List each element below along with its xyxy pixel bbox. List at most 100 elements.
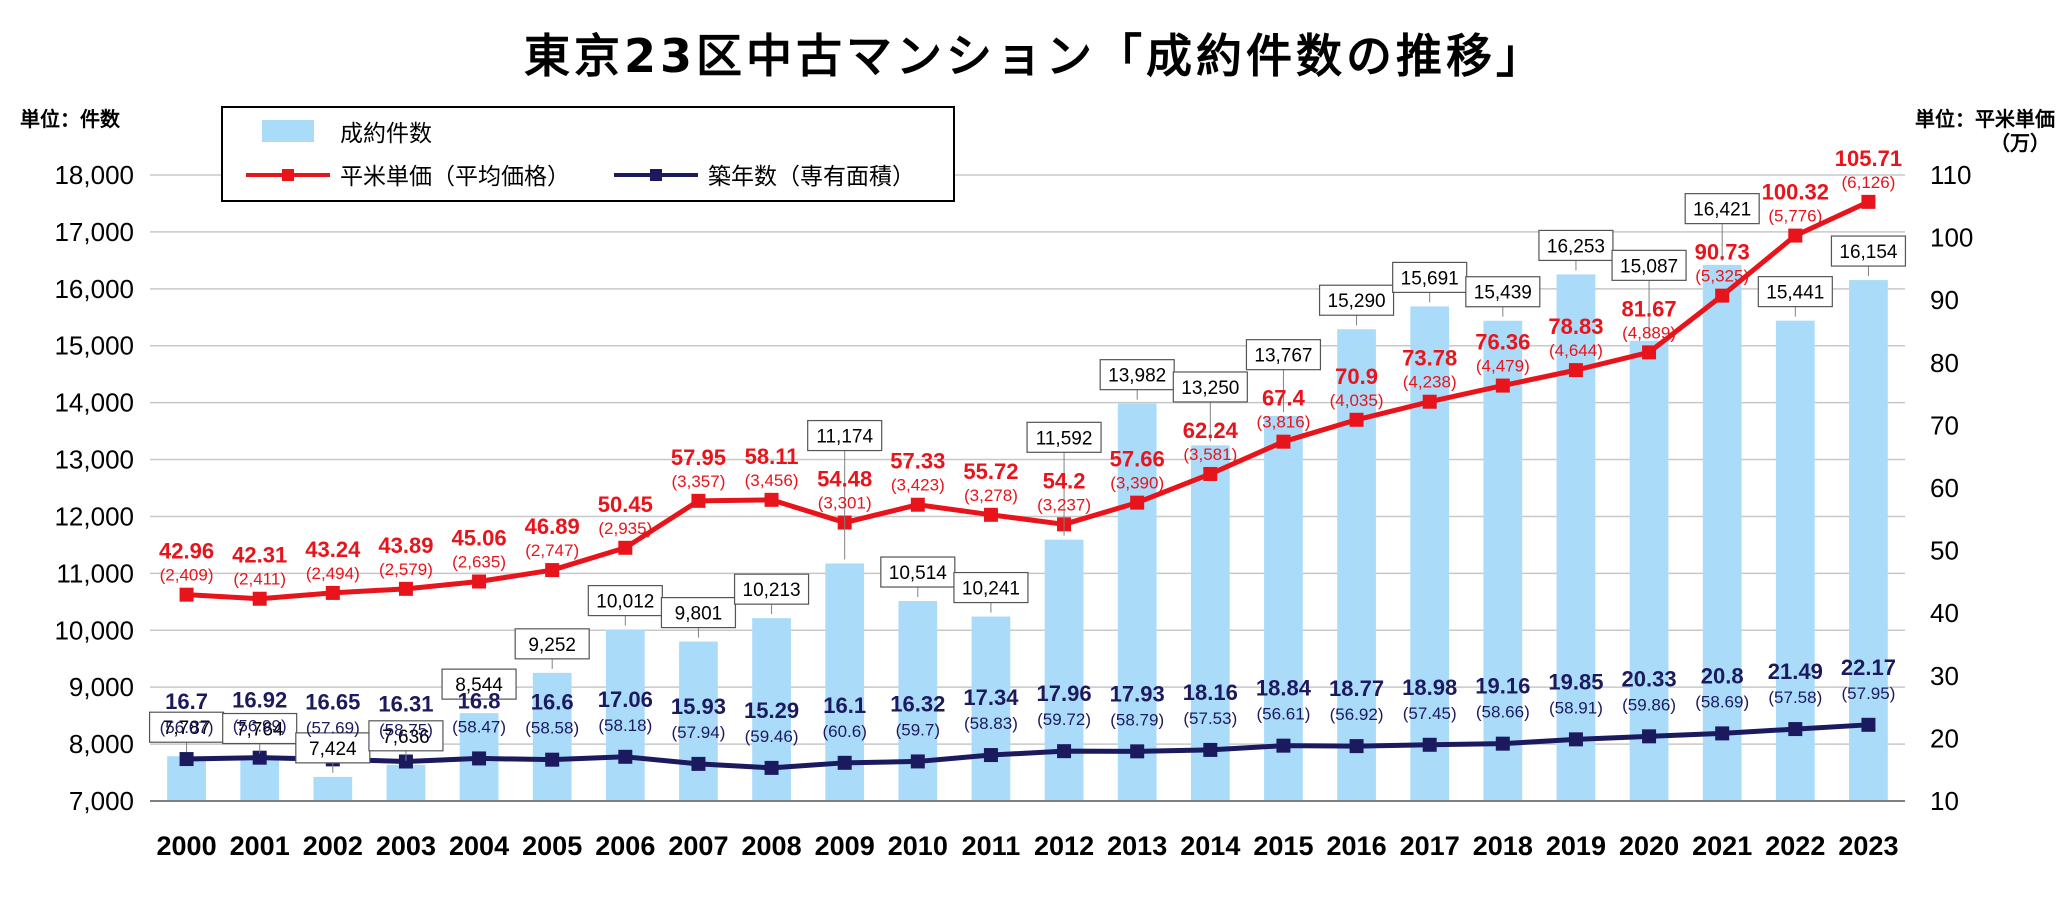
bar-label-box	[1465, 276, 1541, 308]
bar	[1775, 320, 1815, 801]
price-marker	[691, 493, 706, 508]
x-tick-label: 2006	[595, 831, 655, 861]
price-sub-label: (3,456)	[745, 471, 799, 490]
x-tick-label: 2008	[742, 831, 802, 861]
x-tick-label: 2015	[1253, 831, 1313, 861]
price-marker	[545, 563, 560, 578]
x-tick-label: 2017	[1400, 831, 1460, 861]
age-sub-label: (58.58)	[525, 719, 579, 738]
price-marker	[1861, 194, 1876, 209]
y-left-tick-label: 14,000	[54, 388, 134, 418]
price-value-label: 42.31	[232, 543, 287, 568]
bar-value-label: 15,691	[1401, 268, 1459, 289]
x-tick-label: 2005	[522, 831, 582, 861]
bar	[1044, 539, 1084, 801]
bar-label-box	[1245, 339, 1322, 371]
age-value-label: 16.32	[890, 691, 945, 716]
bar	[313, 776, 353, 801]
price-sub-label: (4,238)	[1403, 373, 1457, 392]
age-marker	[398, 754, 413, 769]
x-tick-label: 2013	[1107, 831, 1167, 861]
x-tick-label: 2012	[1034, 831, 1094, 861]
price-marker	[472, 574, 487, 589]
price-sub-label: (2,411)	[233, 570, 286, 589]
price-sub-label: (3,816)	[1257, 413, 1311, 432]
price-sub-label: (5,325)	[1695, 267, 1749, 286]
age-sub-label: (60.6)	[822, 722, 866, 741]
price-marker	[325, 585, 340, 600]
age-sub-label: (57.94)	[672, 723, 726, 742]
bar-label-box	[1538, 229, 1614, 262]
price-marker	[1276, 434, 1291, 449]
bar-value-label: 10,012	[596, 592, 654, 613]
bar-value-label: 10,514	[889, 563, 948, 584]
bar	[1849, 280, 1888, 801]
y-right-tick-label: 90	[1930, 285, 1959, 315]
price-value-label: 100.32	[1762, 180, 1829, 205]
price-sub-label: (4,035)	[1330, 391, 1384, 410]
price-marker	[1495, 378, 1510, 393]
x-tick-label: 2023	[1838, 831, 1898, 861]
age-value-label: 20.33	[1622, 666, 1677, 691]
bar	[1410, 306, 1450, 801]
bar-label-box	[733, 573, 810, 605]
age-value-label: 16.7	[165, 689, 208, 714]
bar-label-box	[1611, 249, 1687, 281]
x-tick-label: 2018	[1473, 831, 1533, 861]
x-tick-label: 2022	[1765, 831, 1825, 861]
price-marker	[1130, 495, 1145, 510]
price-value-label: 67.4	[1262, 386, 1306, 411]
bar-value-label: 9,252	[528, 635, 576, 656]
y-left-tick-label: 16,000	[54, 274, 134, 304]
bar-value-label: 13,982	[1108, 366, 1166, 387]
bar-label-box	[1172, 371, 1248, 403]
age-sub-label: (56.99)	[233, 717, 287, 736]
price-line	[186, 199, 1870, 602]
price-marker	[179, 587, 194, 602]
axis-layer: 7,000 8,000 9,000 10,000 11,000 12,000 13,000 1…	[54, 160, 1973, 861]
bar-value-label: 11,174	[816, 427, 873, 448]
price-value-label: 73.78	[1402, 346, 1457, 371]
bar-value-label: 15,290	[1328, 291, 1386, 312]
price-marker	[1788, 228, 1803, 243]
x-tick-label: 2020	[1619, 831, 1679, 861]
age-sub-label: (57.58)	[1768, 688, 1822, 707]
y-left-tick-label: 11,000	[56, 558, 134, 588]
bar-value-label: 11,592	[1036, 428, 1093, 449]
price-sub-label: (2,747)	[525, 541, 579, 560]
age-sub-label: (58.18)	[598, 716, 652, 735]
age-value-label: 18.77	[1329, 676, 1384, 701]
age-marker	[837, 755, 852, 770]
age-sub-label: (58.79)	[1110, 710, 1164, 729]
age-sub-label: (56.07)	[160, 718, 214, 737]
bar	[386, 764, 426, 801]
bar-label-box	[441, 668, 517, 700]
age-value-label: 22.17	[1841, 655, 1896, 680]
bar-value-label: 13,767	[1254, 346, 1312, 367]
bar-value-label: 10,213	[743, 580, 801, 601]
y-left-tick-label: 13,000	[54, 445, 134, 475]
price-marker	[1349, 412, 1364, 427]
y-left-tick-label: 18,000	[54, 160, 134, 190]
y-left-tick-label: 15,000	[54, 331, 134, 361]
age-marker	[1568, 732, 1583, 747]
age-marker	[910, 754, 925, 769]
age-sub-label: (59.46)	[745, 727, 799, 746]
x-tick-label: 2016	[1327, 831, 1387, 861]
price-value-label: 43.24	[305, 537, 361, 562]
age-sub-label: (59.86)	[1622, 695, 1676, 714]
x-tick-label: 2007	[668, 831, 728, 861]
price-sub-label: (3,237)	[1037, 495, 1091, 514]
price-sub-label: (6,126)	[1842, 173, 1896, 192]
bar	[1117, 403, 1157, 801]
legend-price-label: 平米単価（平均価格）	[340, 164, 570, 190]
y-right-tick-label: 110	[1930, 160, 1971, 190]
price-value-label: 62.24	[1183, 418, 1239, 443]
age-marker	[618, 749, 633, 764]
age-value-label: 16.6	[531, 690, 574, 715]
bar-value-label: 7,424	[309, 739, 357, 760]
age-marker	[1495, 736, 1510, 751]
bar	[1556, 274, 1596, 802]
